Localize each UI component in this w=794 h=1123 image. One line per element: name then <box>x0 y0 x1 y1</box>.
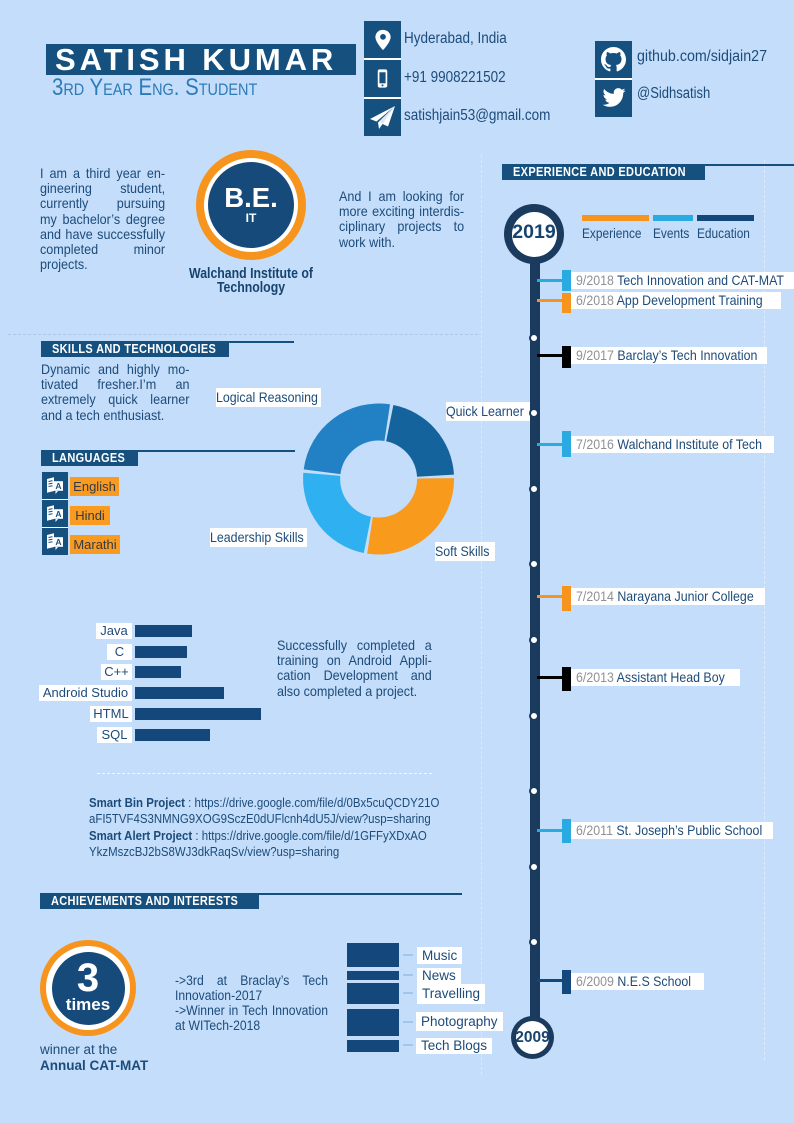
svg-text:A: A <box>55 481 61 491</box>
svg-text:A: A <box>55 537 61 547</box>
svg-text:A: A <box>55 509 61 519</box>
